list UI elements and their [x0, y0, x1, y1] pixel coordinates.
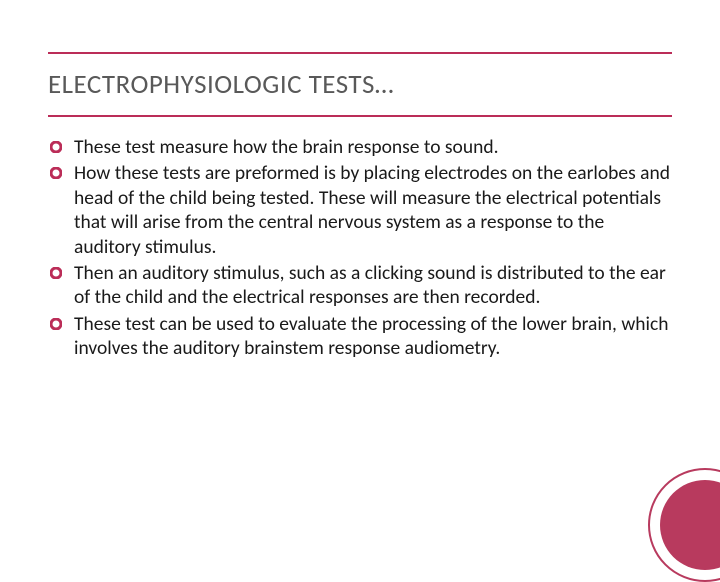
- donut-bullet-icon: [50, 167, 62, 179]
- bullet-text: These test can be used to evaluate the p…: [74, 312, 668, 360]
- list-item: Then an auditory stimulus, such as a cli…: [50, 261, 672, 310]
- slide: ELECTROPHYSIOLOGIC TESTS… These test mea…: [0, 0, 720, 540]
- list-item: These test measure how the brain respons…: [50, 135, 672, 159]
- list-item: How these tests are preformed is by plac…: [50, 161, 672, 259]
- donut-bullet-icon: [50, 318, 62, 330]
- donut-bullet-icon: [50, 141, 62, 153]
- list-item: These test can be used to evaluate the p…: [50, 312, 672, 361]
- bullet-text: How these tests are preformed is by plac…: [74, 161, 670, 258]
- donut-bullet-icon: [50, 267, 62, 279]
- bullet-text: These test measure how the brain respons…: [74, 135, 499, 159]
- title-rule-wrap: ELECTROPHYSIOLOGIC TESTS…: [48, 52, 672, 117]
- bullet-list: These test measure how the brain respons…: [48, 135, 672, 360]
- bullet-text: Then an auditory stimulus, such as a cli…: [74, 261, 666, 309]
- slide-title: ELECTROPHYSIOLOGIC TESTS…: [48, 68, 672, 101]
